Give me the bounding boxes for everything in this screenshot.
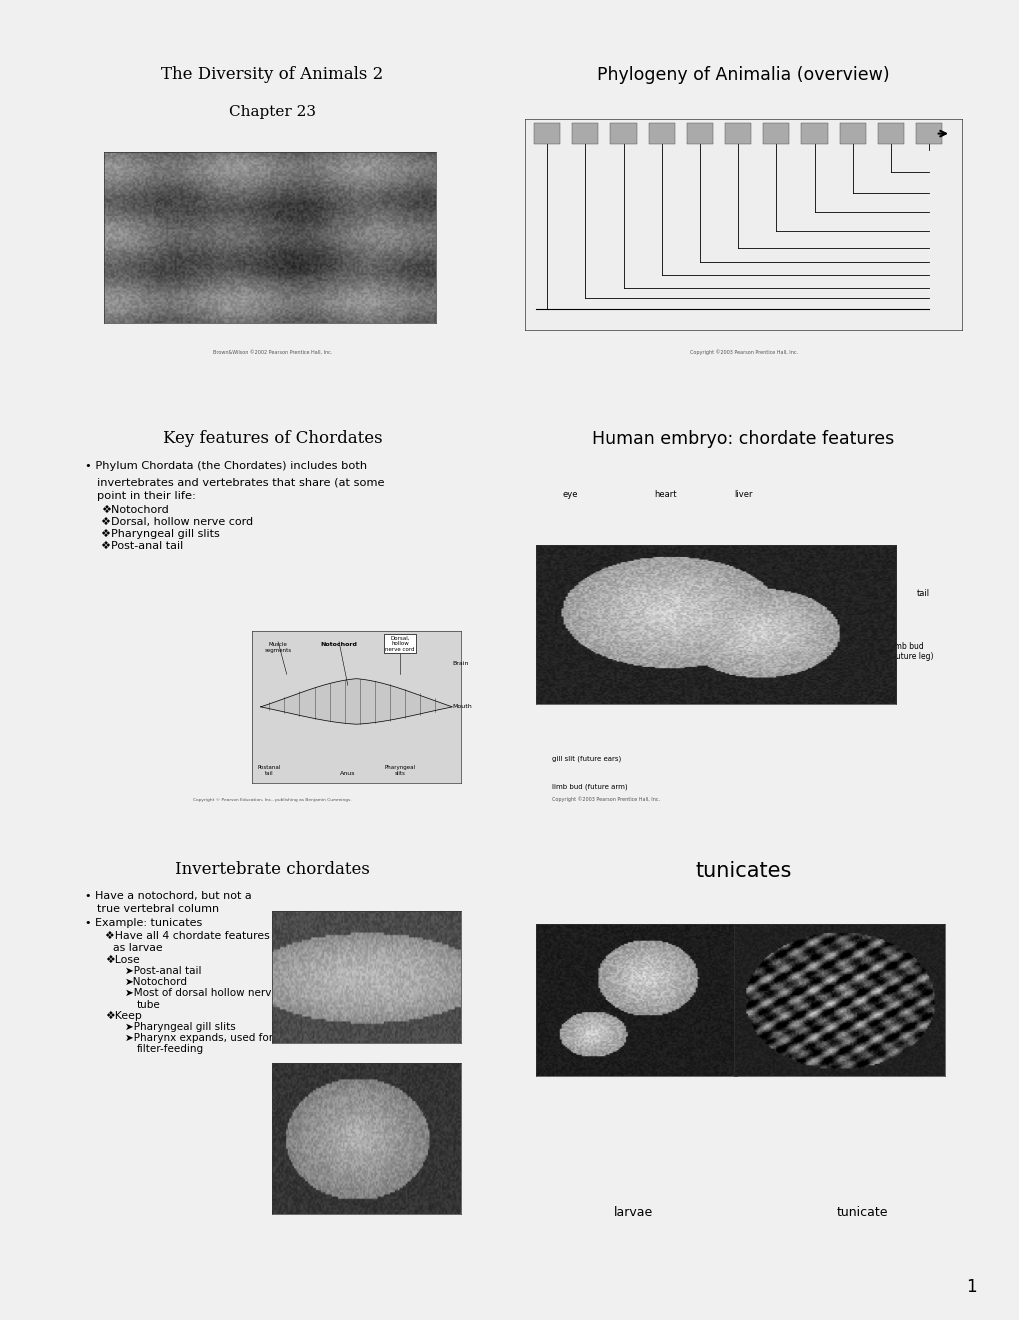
Text: Phylogeny of Animalia (overview): Phylogeny of Animalia (overview) xyxy=(597,66,889,83)
Text: as larvae: as larvae xyxy=(113,944,163,953)
Bar xyxy=(686,123,712,144)
Text: ❖Have all 4 chordate features: ❖Have all 4 chordate features xyxy=(105,932,270,941)
Text: Copyright © Pearson Education, Inc., publishing as Benjamin Cummings.: Copyright © Pearson Education, Inc., pub… xyxy=(193,797,352,801)
Text: ➤Pharynx expands, used for: ➤Pharynx expands, used for xyxy=(125,1032,273,1043)
Text: • Example: tunicates: • Example: tunicates xyxy=(86,917,203,928)
Bar xyxy=(877,123,903,144)
Text: tunicate: tunicate xyxy=(836,1206,888,1218)
Text: larvae: larvae xyxy=(613,1206,653,1218)
Text: tail: tail xyxy=(916,590,929,598)
Text: Pharyngeal
slits: Pharyngeal slits xyxy=(384,766,415,776)
Bar xyxy=(534,123,559,144)
Text: liver: liver xyxy=(734,490,752,499)
Text: Human embryo: chordate features: Human embryo: chordate features xyxy=(592,430,894,447)
Text: Dorsal,
hollow
nerve cord: Dorsal, hollow nerve cord xyxy=(385,635,415,652)
Text: ➤Most of dorsal hollow nerve: ➤Most of dorsal hollow nerve xyxy=(125,989,277,998)
Text: gill slit (future ears): gill slit (future ears) xyxy=(551,756,621,762)
Text: Copyright ©2003 Pearson Prentice Hall, Inc.: Copyright ©2003 Pearson Prentice Hall, I… xyxy=(689,350,797,355)
Text: true vertebral column: true vertebral column xyxy=(97,904,219,915)
Text: ❖Notochord: ❖Notochord xyxy=(101,506,169,515)
Text: Postanal
tail: Postanal tail xyxy=(258,766,281,776)
Text: tunicates: tunicates xyxy=(695,862,791,882)
Text: Muscle
segments: Muscle segments xyxy=(264,642,291,652)
Text: ➤Pharyngeal gill slits: ➤Pharyngeal gill slits xyxy=(125,1022,235,1032)
Text: ➤Notochord: ➤Notochord xyxy=(125,977,187,987)
Text: limb bud
(future leg): limb bud (future leg) xyxy=(889,642,932,661)
Text: ❖Post-anal tail: ❖Post-anal tail xyxy=(101,541,183,550)
Text: • Phylum Chordata (the Chordates) includes both: • Phylum Chordata (the Chordates) includ… xyxy=(86,462,367,471)
Text: Notochord: Notochord xyxy=(320,642,357,647)
Bar xyxy=(762,123,789,144)
Bar xyxy=(839,123,865,144)
Text: Brown&Wilson ©2002 Pearson Prentice Hall, Inc.: Brown&Wilson ©2002 Pearson Prentice Hall… xyxy=(213,350,331,355)
Text: • Have a notochord, but not a: • Have a notochord, but not a xyxy=(86,891,252,902)
Text: ❖Lose: ❖Lose xyxy=(105,956,140,965)
Text: invertebrates and vertebrates that share (at some: invertebrates and vertebrates that share… xyxy=(97,478,384,487)
Text: The Diversity of Animals 2: The Diversity of Animals 2 xyxy=(161,66,383,83)
Text: ➤Post-anal tail: ➤Post-anal tail xyxy=(125,966,202,977)
Bar xyxy=(572,123,598,144)
Text: 1: 1 xyxy=(966,1278,976,1296)
Bar xyxy=(915,123,942,144)
Text: limb bud (future arm): limb bud (future arm) xyxy=(551,784,627,789)
Text: Invertebrate chordates: Invertebrate chordates xyxy=(174,862,370,878)
Text: Brain: Brain xyxy=(451,661,469,667)
Bar xyxy=(648,123,675,144)
Text: Chapter 23: Chapter 23 xyxy=(228,104,316,119)
Text: Copyright ©2003 Pearson Prentice Hall, Inc.: Copyright ©2003 Pearson Prentice Hall, I… xyxy=(551,796,659,801)
Text: point in their life:: point in their life: xyxy=(97,491,196,502)
Text: Key features of Chordates: Key features of Chordates xyxy=(162,430,382,446)
Text: tube: tube xyxy=(137,999,161,1010)
Text: Mouth: Mouth xyxy=(451,705,472,709)
Polygon shape xyxy=(261,678,451,725)
Text: ❖Dorsal, hollow nerve cord: ❖Dorsal, hollow nerve cord xyxy=(101,517,253,527)
Text: eye: eye xyxy=(561,490,577,499)
Text: heart: heart xyxy=(654,490,677,499)
Text: filter-feeding: filter-feeding xyxy=(137,1044,204,1053)
Bar xyxy=(609,123,636,144)
Text: ❖Pharyngeal gill slits: ❖Pharyngeal gill slits xyxy=(101,529,220,539)
Text: ❖Keep: ❖Keep xyxy=(105,1011,142,1020)
Bar xyxy=(725,123,750,144)
Text: Anus: Anus xyxy=(339,771,356,776)
Bar xyxy=(801,123,826,144)
